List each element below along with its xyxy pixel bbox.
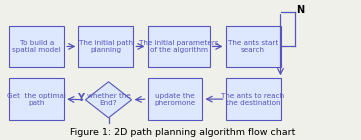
FancyBboxPatch shape: [226, 26, 280, 67]
Text: To build a
spatial model: To build a spatial model: [12, 40, 61, 53]
FancyBboxPatch shape: [9, 78, 64, 120]
Text: The ants start
search: The ants start search: [228, 40, 278, 53]
Text: whether the
End?: whether the End?: [87, 93, 130, 106]
Text: Figure 1: 2D path planning algorithm flow chart: Figure 1: 2D path planning algorithm flo…: [70, 128, 296, 136]
Text: The ants to reach
the destination: The ants to reach the destination: [221, 93, 284, 106]
FancyBboxPatch shape: [148, 78, 203, 120]
Text: The initial parameters
of the algorithm: The initial parameters of the algorithm: [139, 40, 218, 53]
FancyBboxPatch shape: [78, 26, 133, 67]
Text: Y: Y: [77, 93, 84, 103]
Polygon shape: [86, 82, 131, 118]
Text: Get  the optimal
path: Get the optimal path: [7, 93, 66, 106]
FancyBboxPatch shape: [9, 26, 64, 67]
Text: update the
pheromone: update the pheromone: [155, 93, 196, 106]
Text: N: N: [296, 5, 304, 15]
FancyBboxPatch shape: [148, 26, 210, 67]
FancyBboxPatch shape: [226, 78, 280, 120]
Text: The initial path
planning: The initial path planning: [79, 40, 133, 53]
